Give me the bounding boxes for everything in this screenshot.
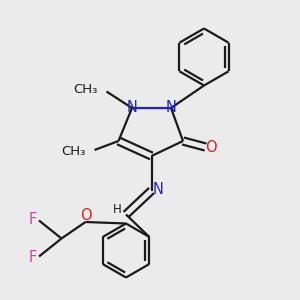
Text: H: H (112, 202, 122, 216)
Text: O: O (81, 208, 92, 223)
Text: F: F (28, 212, 37, 226)
Text: N: N (153, 182, 164, 196)
Text: F: F (28, 250, 37, 265)
Text: N: N (166, 100, 176, 116)
Text: CH₃: CH₃ (62, 145, 86, 158)
Text: CH₃: CH₃ (74, 82, 98, 96)
Text: O: O (205, 140, 217, 154)
Text: N: N (127, 100, 138, 115)
